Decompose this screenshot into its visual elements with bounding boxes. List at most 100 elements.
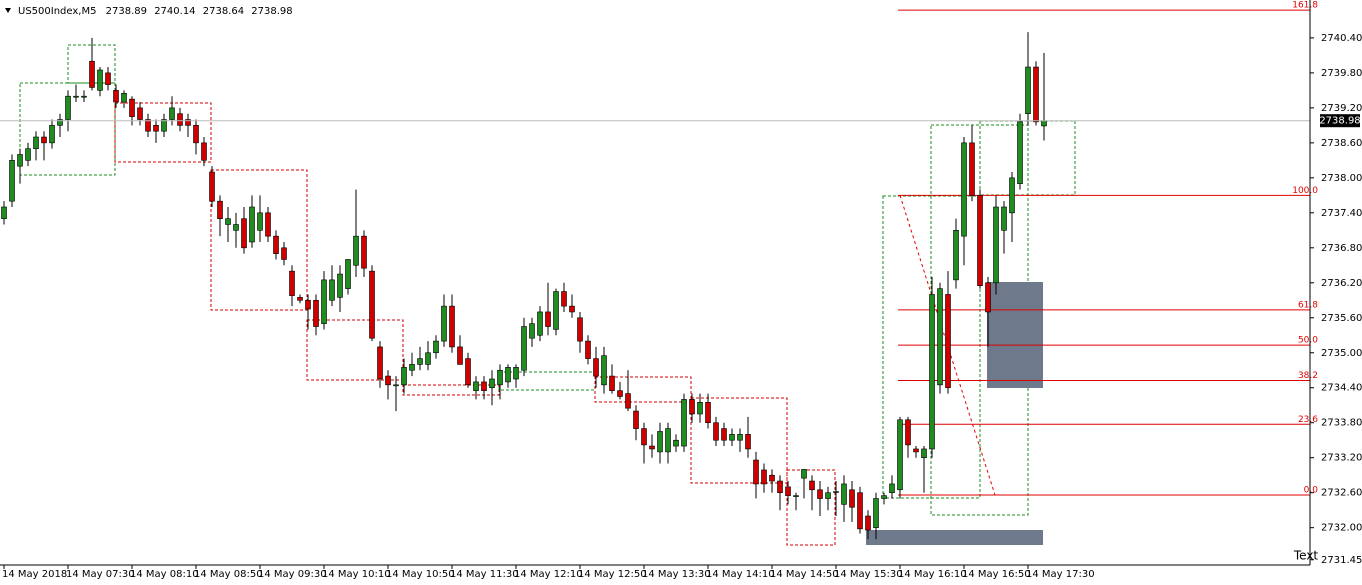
candle-body <box>969 142 975 196</box>
fib-label: 38.2 <box>1298 371 1318 381</box>
candle-body <box>665 428 671 453</box>
candle-body <box>241 218 247 249</box>
y-tick-label: 2735.60 <box>1321 313 1362 324</box>
candle-body <box>489 378 495 389</box>
session-box <box>786 469 836 546</box>
symbol: US500Index,M5 <box>18 6 96 17</box>
high: 2740.14 <box>154 6 195 17</box>
candle-body <box>81 95 87 98</box>
menu-icon[interactable] <box>5 8 11 13</box>
candle-body <box>409 364 415 371</box>
candle-body <box>633 410 639 429</box>
fib-label: 0.0 <box>1304 486 1319 496</box>
candle-body <box>401 367 407 386</box>
y-tick-label: 2734.40 <box>1321 383 1362 394</box>
candle-body <box>889 483 895 493</box>
session-box <box>114 102 212 163</box>
candle-body <box>385 375 391 386</box>
y-tick-label: 2733.80 <box>1321 418 1362 429</box>
candle-body <box>89 60 95 88</box>
candle-body <box>33 136 39 149</box>
candle-body <box>729 434 735 441</box>
candle-body <box>521 326 527 371</box>
candle-body <box>393 384 399 387</box>
candle-body <box>41 136 47 144</box>
candle-body <box>49 125 55 144</box>
candle-body <box>281 247 287 260</box>
close: 2738.98 <box>251 6 292 17</box>
session-box <box>594 376 692 403</box>
candle-body <box>905 419 911 446</box>
candle-body <box>985 282 991 313</box>
candle-body <box>929 294 935 450</box>
candle-body <box>233 224 239 231</box>
candle-body <box>425 352 431 365</box>
candle-body <box>289 270 295 296</box>
fib-label: 23.6 <box>1298 415 1318 425</box>
open: 2738.89 <box>106 6 147 17</box>
candle-body <box>753 459 759 485</box>
candle-body <box>9 160 15 202</box>
candle-body <box>1041 120 1047 127</box>
candle-body <box>833 491 839 493</box>
fib-label: 50.0 <box>1298 336 1318 346</box>
candle-body <box>993 206 999 284</box>
zone <box>866 530 1043 545</box>
zone <box>987 282 1043 388</box>
candle-body <box>369 270 375 339</box>
candle-body <box>297 297 303 301</box>
candle-body <box>857 492 863 530</box>
candle-body <box>73 95 79 98</box>
candle-body <box>417 358 423 365</box>
candle-body <box>169 107 175 120</box>
candle-body <box>433 340 439 354</box>
candle-body <box>657 431 663 453</box>
candle-body <box>737 434 743 441</box>
candle-body <box>977 195 983 287</box>
candle-body <box>697 402 703 415</box>
candle-body <box>305 299 311 310</box>
x-tick-label: 14 May 11:30 <box>450 569 519 580</box>
candle-body <box>945 294 951 389</box>
candle-body <box>721 428 727 441</box>
candle-body <box>193 125 199 144</box>
x-tick-label: 14 May 14:10 <box>706 569 775 580</box>
candle-body <box>649 445 655 450</box>
candle-body <box>881 495 887 499</box>
y-tick-label: 2735.00 <box>1321 348 1362 359</box>
candle-body <box>1033 66 1039 123</box>
candle-body <box>65 95 71 120</box>
candle-body <box>137 107 143 120</box>
candle-body <box>1001 206 1007 231</box>
candle-body <box>201 142 207 161</box>
candle-body <box>481 381 487 391</box>
candle-body <box>609 375 615 391</box>
x-tick-label: 14 May 15:30 <box>834 569 903 580</box>
candle-body <box>545 311 551 327</box>
candle-body <box>793 495 799 497</box>
candle-body <box>913 448 919 453</box>
y-tick-label: 2739.20 <box>1321 103 1362 114</box>
candle-body <box>217 200 223 219</box>
candle-body <box>1 206 7 219</box>
candle-body <box>441 305 447 342</box>
x-tick-label: 14 May 13:30 <box>642 569 711 580</box>
candle-body <box>473 381 479 391</box>
candle-body <box>801 469 807 479</box>
candle-body <box>817 489 823 499</box>
y-tick-label: 2732.00 <box>1321 523 1362 534</box>
y-tick-label: 2739.80 <box>1321 68 1362 79</box>
price-label: 2738.98 <box>1319 116 1360 127</box>
candle-body <box>561 291 567 307</box>
y-tick-label: 2736.20 <box>1321 278 1362 289</box>
candle-body <box>705 402 711 424</box>
candle-body <box>601 355 607 386</box>
candle-body <box>689 399 695 415</box>
header: US500Index,M5 2738.89 2740.14 2738.64 27… <box>18 6 293 17</box>
x-tick-label: 14 May 14:50 <box>770 569 839 580</box>
candle-body <box>809 480 815 491</box>
y-tick-label: 2733.20 <box>1321 453 1362 464</box>
fib-label: 161.8 <box>1292 1 1318 11</box>
candle-body <box>17 154 23 167</box>
